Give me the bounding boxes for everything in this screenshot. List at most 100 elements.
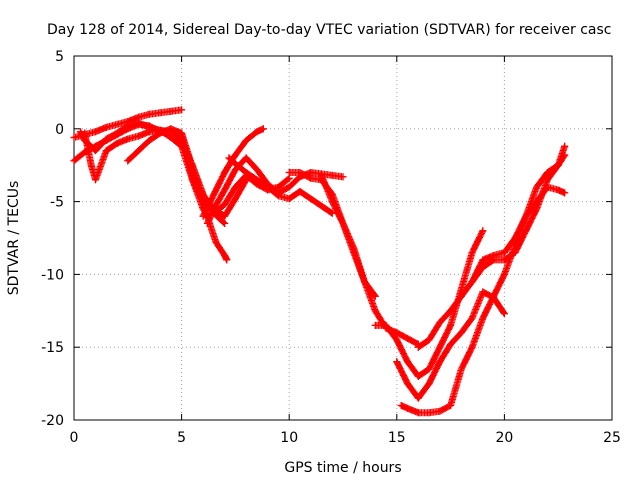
- grid-lines: [74, 56, 612, 420]
- data-point: [328, 171, 336, 179]
- data-point: [447, 340, 455, 348]
- series-track-14: [397, 183, 569, 417]
- data-point: [253, 128, 261, 136]
- data-point: [212, 238, 220, 246]
- data-point: [436, 407, 444, 415]
- data-point: [92, 147, 100, 155]
- series-markers: [397, 183, 569, 417]
- data-point: [371, 321, 379, 329]
- data-point: [87, 161, 95, 169]
- data-point: [404, 380, 412, 388]
- data-point: [210, 209, 218, 217]
- data-point: [178, 129, 186, 137]
- data-point: [425, 365, 433, 373]
- y-tick-labels: -20 -15 -10 -5 0 5: [41, 49, 64, 429]
- series-track-6: [199, 125, 267, 220]
- x-tick-labels: 0 5 10 15 20 25: [70, 430, 621, 446]
- data-point: [92, 128, 100, 136]
- data-point: [167, 125, 175, 133]
- data-points: [70, 106, 569, 417]
- data-point: [167, 107, 175, 115]
- data-point: [231, 195, 239, 203]
- data-point: [199, 212, 207, 220]
- y-tick-label: 5: [55, 49, 64, 65]
- data-point: [124, 135, 132, 143]
- series-track-5: [124, 125, 250, 220]
- y-tick-label: -20: [41, 413, 64, 429]
- data-point: [317, 202, 325, 210]
- data-point: [436, 318, 444, 326]
- data-point: [231, 151, 239, 159]
- series-markers: [468, 142, 569, 286]
- data-point: [70, 134, 78, 142]
- data-point: [225, 161, 233, 169]
- data-point: [264, 183, 272, 191]
- data-point: [178, 106, 186, 114]
- data-point: [447, 321, 455, 329]
- data-point: [490, 256, 498, 264]
- data-point: [328, 209, 336, 217]
- data-point: [468, 343, 476, 351]
- data-point: [231, 183, 239, 191]
- data-point: [500, 270, 508, 278]
- data-point: [76, 128, 84, 136]
- data-point: [135, 132, 143, 140]
- data-point: [457, 365, 465, 373]
- data-point: [124, 122, 132, 130]
- data-point: [500, 249, 508, 257]
- data-point: [221, 168, 229, 176]
- data-point: [414, 372, 422, 380]
- data-point: [285, 168, 293, 176]
- data-point: [511, 249, 519, 257]
- data-point: [221, 212, 229, 220]
- data-point: [92, 176, 100, 184]
- data-point: [199, 192, 207, 200]
- data-point: [242, 154, 250, 162]
- data-point: [225, 154, 233, 162]
- data-point: [436, 343, 444, 351]
- data-point: [425, 409, 433, 417]
- data-point: [145, 110, 153, 118]
- data-point: [561, 189, 569, 197]
- data-point: [274, 183, 282, 191]
- data-point: [285, 183, 293, 191]
- data-point: [221, 186, 229, 194]
- data-point: [457, 329, 465, 337]
- data-point: [479, 288, 487, 296]
- x-tick-label: 0: [70, 430, 79, 446]
- data-point: [317, 171, 325, 179]
- data-point: [221, 219, 229, 227]
- data-point: [479, 263, 487, 271]
- series-markers: [317, 171, 422, 348]
- data-point: [382, 321, 390, 329]
- data-point: [102, 135, 110, 143]
- data-point: [231, 160, 239, 168]
- data-point: [447, 401, 455, 409]
- data-point: [113, 120, 121, 128]
- data-point: [124, 157, 132, 165]
- data-point: [397, 401, 405, 409]
- data-point: [242, 168, 250, 176]
- data-point: [145, 128, 153, 136]
- data-point: [113, 139, 121, 147]
- series-track-9: [225, 154, 336, 217]
- data-point: [135, 147, 143, 155]
- data-point: [221, 251, 229, 259]
- data-point: [188, 163, 196, 171]
- data-point: [436, 358, 444, 366]
- series-track-11: [317, 171, 422, 348]
- data-point: [203, 219, 211, 227]
- data-point: [404, 334, 412, 342]
- data-point: [296, 168, 304, 176]
- data-point: [285, 195, 293, 203]
- data-point: [145, 136, 153, 144]
- data-point: [447, 307, 455, 315]
- data-point: [259, 125, 267, 133]
- data-point: [522, 212, 530, 220]
- data-point: [500, 310, 508, 318]
- data-point: [561, 142, 569, 150]
- data-point: [242, 136, 250, 144]
- data-point: [253, 176, 261, 184]
- data-point: [414, 394, 422, 402]
